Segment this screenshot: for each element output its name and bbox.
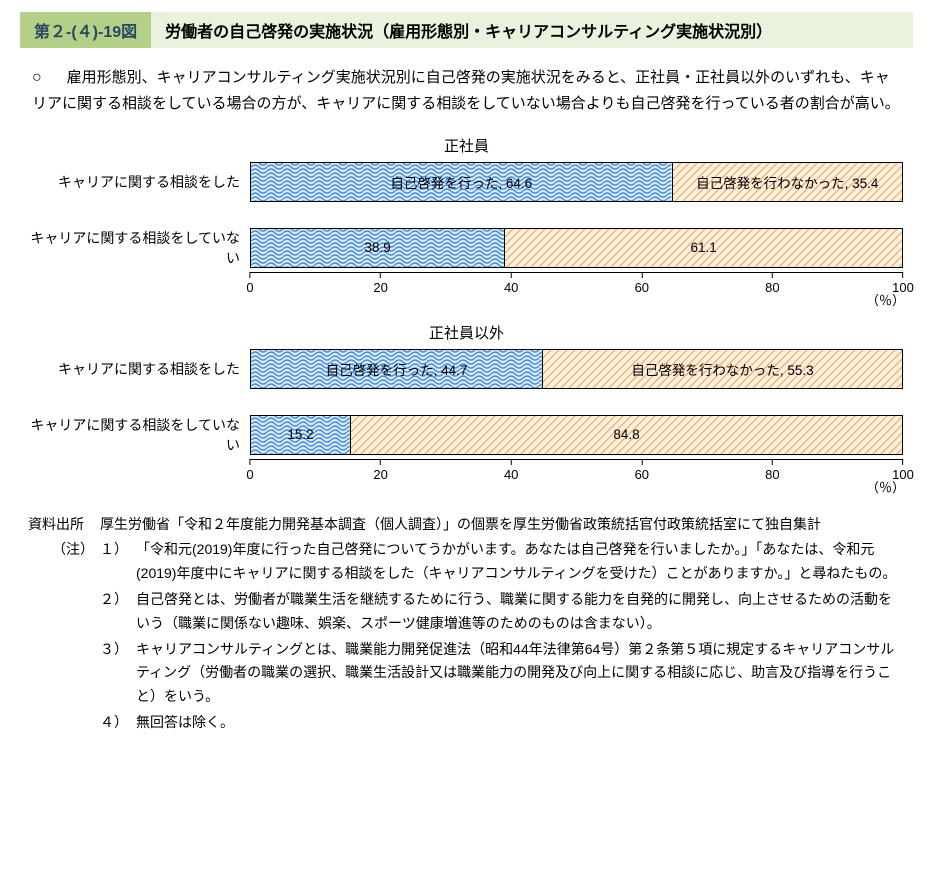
- segment-label: 84.8: [613, 427, 639, 442]
- note-number: ２）: [100, 588, 136, 636]
- x-axis: 020406080100（％）: [250, 272, 903, 312]
- axis-tick: 0: [246, 272, 253, 295]
- note-number: ３）: [100, 638, 136, 709]
- bar-segment: 84.8: [350, 416, 902, 454]
- charts-container: 正社員キャリアに関する相談をした 自己啓発を行った, 64.6 自己啓発を行わな…: [20, 135, 913, 499]
- row-label: キャリアに関する相談をしていない: [30, 415, 250, 455]
- bar-segment: 38.9: [251, 229, 504, 267]
- chart-0: 正社員キャリアに関する相談をした 自己啓発を行った, 64.6 自己啓発を行わな…: [30, 135, 903, 312]
- tick-label: 20: [373, 280, 387, 295]
- summary-marker: ○: [32, 69, 42, 86]
- row-label: キャリアに関する相談をしていない: [30, 228, 250, 268]
- bar-segment: 自己啓発を行った, 64.6: [251, 163, 672, 201]
- stacked-bar: 15.2 84.8: [250, 415, 903, 455]
- segment-label: 15.2: [287, 427, 313, 442]
- stacked-bar: 自己啓発を行った, 44.7 自己啓発を行わなかった, 55.3: [250, 349, 903, 389]
- notes-label: （注）: [28, 538, 100, 736]
- tick-label: 40: [504, 467, 518, 482]
- axis-wrap: 020406080100（％）: [30, 272, 903, 312]
- x-axis: 020406080100（％）: [250, 459, 903, 499]
- segment-label: 61.1: [690, 240, 716, 255]
- note-item: ２）自己啓発とは、労働者が職業生活を継続するために行う、職業に関する能力を自発的…: [100, 588, 905, 636]
- tick-label: 0: [246, 467, 253, 482]
- note-item: １）「令和元(2019)年度に行った自己啓発についてうかがいます。あなたは自己啓…: [100, 538, 905, 586]
- segment-label: 自己啓発を行った, 44.7: [326, 359, 468, 379]
- axis-unit: （％）: [866, 290, 905, 309]
- tick-label: 20: [373, 467, 387, 482]
- axis-ticks: 020406080100（％）: [250, 272, 903, 312]
- axis-tick: 40: [504, 459, 518, 482]
- chart-row: キャリアに関する相談をした 自己啓発を行った, 64.6 自己啓発を行わなかった…: [30, 162, 903, 202]
- axis-tick: 60: [635, 272, 649, 295]
- axis-tick: 20: [373, 459, 387, 482]
- chart-row: キャリアに関する相談をした 自己啓発を行った, 44.7 自己啓発を行わなかった…: [30, 349, 903, 389]
- notes-block: （注） １）「令和元(2019)年度に行った自己啓発についてうかがいます。あなた…: [28, 538, 905, 736]
- stacked-bar: 自己啓発を行った, 64.6 自己啓発を行わなかった, 35.4: [250, 162, 903, 202]
- note-item: ３）キャリアコンサルティングとは、職業能力開発促進法（昭和44年法律第64号）第…: [100, 638, 905, 709]
- source-label: 資料出所: [28, 513, 100, 537]
- notes-list: １）「令和元(2019)年度に行った自己啓発についてうかがいます。あなたは自己啓…: [100, 538, 905, 736]
- axis-tick: 0: [246, 459, 253, 482]
- summary-body: 雇用形態別、キャリアコンサルティング実施状況別に自己啓発の実施状況をみると、正社…: [32, 69, 900, 112]
- chart-title: 正社員以外: [30, 322, 903, 343]
- segment-label: 38.9: [364, 240, 390, 255]
- bar-wrap: 自己啓発を行った, 64.6 自己啓発を行わなかった, 35.4: [250, 162, 903, 202]
- row-label: キャリアに関する相談をした: [30, 172, 250, 192]
- stacked-bar: 38.9 61.1: [250, 228, 903, 268]
- note-number: １）: [100, 538, 136, 586]
- chart-area: キャリアに関する相談をした 自己啓発を行った, 44.7 自己啓発を行わなかった…: [30, 349, 903, 455]
- axis-tick: 40: [504, 272, 518, 295]
- note-number: ４）: [100, 711, 136, 735]
- note-text: 自己啓発とは、労働者が職業生活を継続するために行う、職業に関する能力を自発的に開…: [136, 588, 905, 636]
- bar-wrap: 38.9 61.1: [250, 228, 903, 268]
- segment-label: 自己啓発を行わなかった, 35.4: [696, 172, 878, 192]
- summary-text: ○ 雇用形態別、キャリアコンサルティング実施状況別に自己啓発の実施状況をみると、…: [32, 64, 901, 117]
- chart-area: キャリアに関する相談をした 自己啓発を行った, 64.6 自己啓発を行わなかった…: [30, 162, 903, 268]
- figure-header: 第２-(４)-19図 労働者の自己啓発の実施状況（雇用形態別・キャリアコンサルテ…: [20, 12, 913, 48]
- chart-title: 正社員: [30, 135, 903, 156]
- axis-unit: （％）: [866, 477, 905, 496]
- figure-number: 第２-(４)-19図: [20, 12, 151, 48]
- axis-wrap: 020406080100（％）: [30, 459, 903, 499]
- bar-segment: 15.2: [251, 416, 350, 454]
- axis-tick: 80: [765, 459, 779, 482]
- source-row: 資料出所 厚生労働省「令和２年度能力開発基本調査（個人調査）」の個票を厚生労働省…: [28, 513, 905, 537]
- axis-tick: 80: [765, 272, 779, 295]
- bar-segment: 自己啓発を行った, 44.7: [251, 350, 542, 388]
- figure-title: 労働者の自己啓発の実施状況（雇用形態別・キャリアコンサルティング実施状況別）: [151, 12, 913, 48]
- axis-tick: 20: [373, 272, 387, 295]
- axis-ticks: 020406080100（％）: [250, 459, 903, 499]
- chart-row: キャリアに関する相談をしていない 15.2 84.8: [30, 415, 903, 455]
- tick-label: 80: [765, 280, 779, 295]
- note-item: ４）無回答は除く。: [100, 711, 905, 735]
- bar-segment: 61.1: [504, 229, 902, 267]
- segment-label: 自己啓発を行わなかった, 55.3: [631, 359, 813, 379]
- bar-wrap: 15.2 84.8: [250, 415, 903, 455]
- row-label: キャリアに関する相談をした: [30, 359, 250, 379]
- note-text: キャリアコンサルティングとは、職業能力開発促進法（昭和44年法律第64号）第２条…: [136, 638, 905, 709]
- note-text: 無回答は除く。: [136, 711, 905, 735]
- chart-1: 正社員以外キャリアに関する相談をした 自己啓発を行った, 44.7 自己啓発を行…: [30, 322, 903, 499]
- chart-row: キャリアに関する相談をしていない 38.9 61.1: [30, 228, 903, 268]
- tick-label: 60: [635, 467, 649, 482]
- tick-label: 80: [765, 467, 779, 482]
- segment-label: 自己啓発を行った, 64.6: [390, 172, 532, 192]
- bar-segment: 自己啓発を行わなかった, 55.3: [542, 350, 902, 388]
- tick-label: 40: [504, 280, 518, 295]
- bar-wrap: 自己啓発を行った, 44.7 自己啓発を行わなかった, 55.3: [250, 349, 903, 389]
- source-text: 厚生労働省「令和２年度能力開発基本調査（個人調査）」の個票を厚生労働省政策統括官…: [100, 513, 821, 537]
- note-text: 「令和元(2019)年度に行った自己啓発についてうかがいます。あなたは自己啓発を…: [136, 538, 905, 586]
- footer: 資料出所 厚生労働省「令和２年度能力開発基本調査（個人調査）」の個票を厚生労働省…: [28, 513, 905, 737]
- tick-label: 60: [635, 280, 649, 295]
- axis-tick: 60: [635, 459, 649, 482]
- bar-segment: 自己啓発を行わなかった, 35.4: [672, 163, 902, 201]
- tick-label: 0: [246, 280, 253, 295]
